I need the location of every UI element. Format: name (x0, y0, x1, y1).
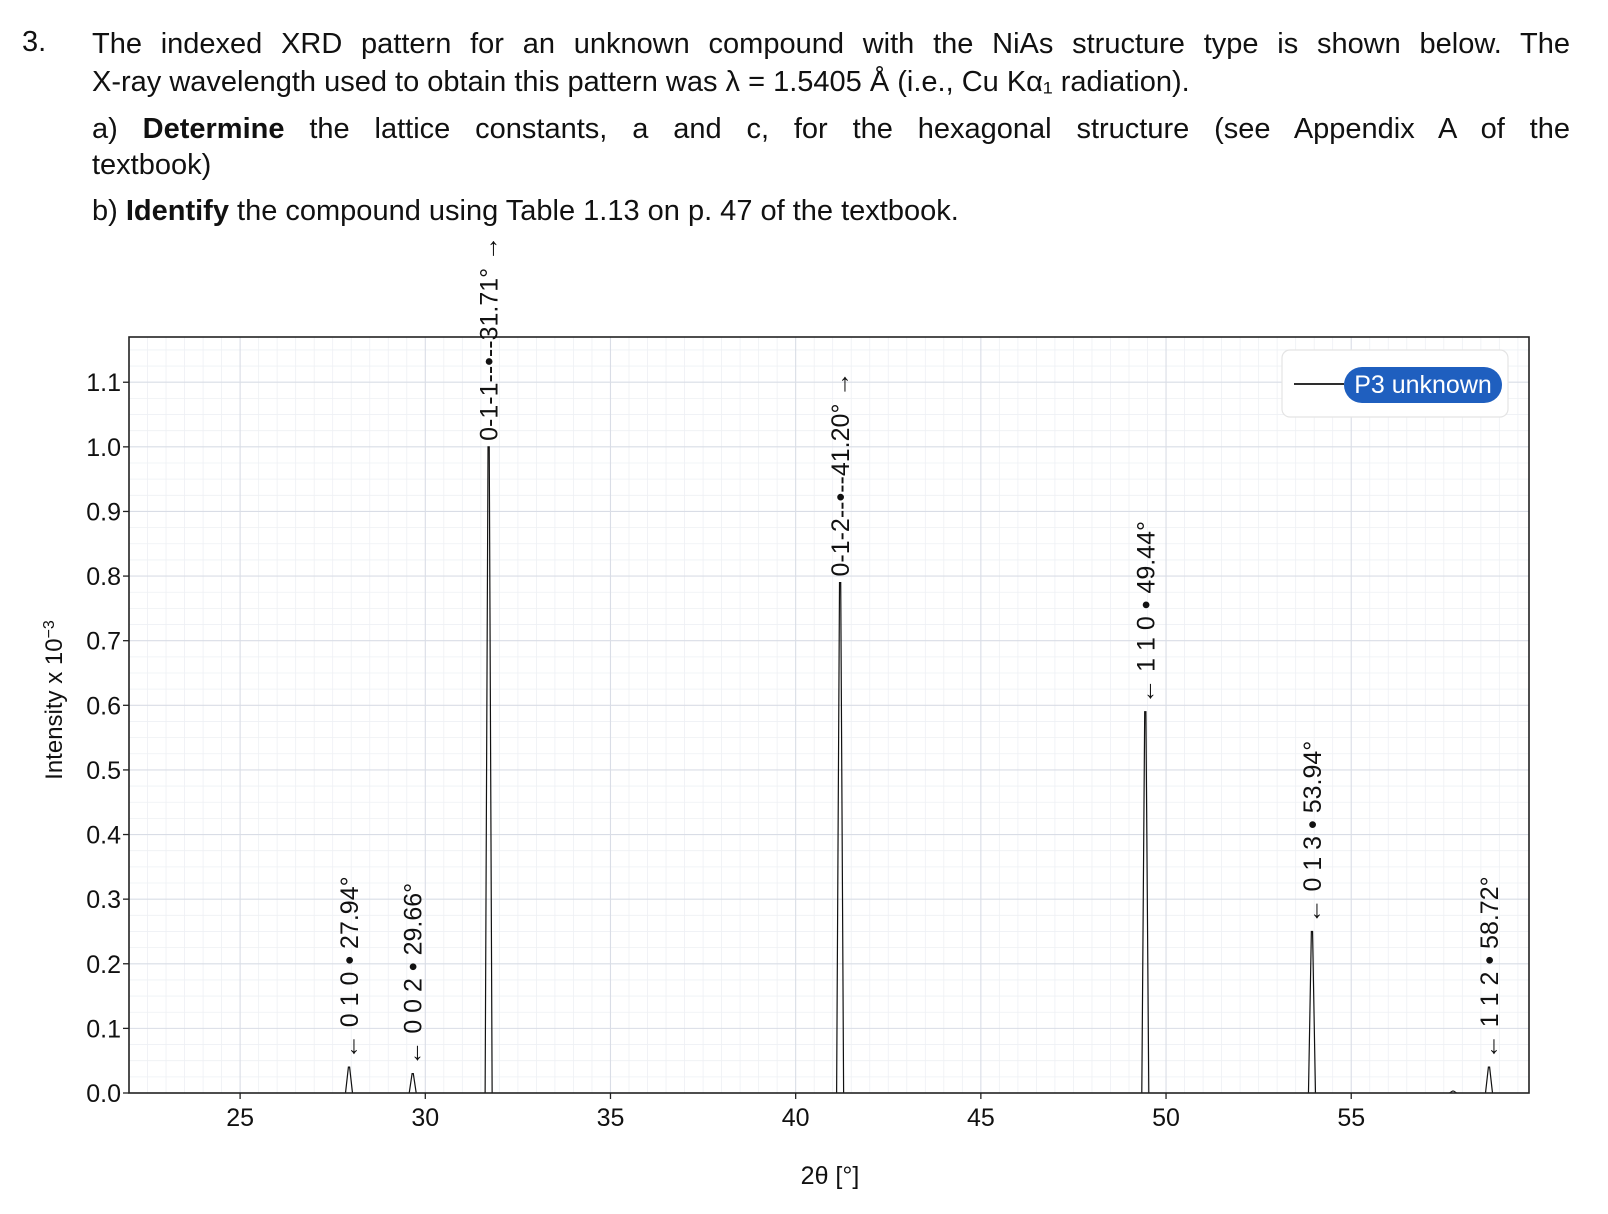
part-a-prefix: a) (92, 113, 143, 145)
y-axis-label-text: Intensity x 10 (41, 638, 68, 779)
x-tick-label: 45 (967, 1104, 995, 1132)
diffraction-peak (1484, 1066, 1494, 1094)
x-axis: 25 30 35 40 45 50 55 (226, 1093, 1365, 1132)
peak-label: 0-1-2--•--41.20° → (827, 372, 855, 577)
y-axis-label: Intensity x 10−3 (41, 620, 69, 780)
legend-label-pill (1344, 367, 1502, 403)
y-tick-label: 0.1 (86, 1015, 121, 1043)
y-tick-label: 0.2 (86, 951, 121, 979)
y-tick-label: 0.8 (86, 563, 121, 591)
peak-label: ← 0 0 2 • 29.66° (400, 883, 428, 1066)
diffraction-peak (1141, 711, 1150, 1094)
x-tick-label: 55 (1337, 1104, 1365, 1132)
y-tick-label: 0.0 (86, 1080, 121, 1108)
y-tick-label: 0.5 (86, 757, 121, 785)
y-tick-label: 0.4 (86, 822, 121, 850)
peak-series (344, 446, 1494, 1094)
x-tick-label: 30 (411, 1104, 439, 1132)
legend-label-p3-unknown: P3 unknown (1354, 371, 1492, 399)
part-b-text: the compound using Table 1.13 on p. 47 o… (228, 195, 959, 227)
x-tick-label: 35 (597, 1104, 625, 1132)
x-axis-label: 2θ [°] (801, 1162, 860, 1190)
peak-labels: ← 0 1 0 • 27.94° ← 0 0 2 • 29.66° 0-1-1--•… (336, 236, 1504, 1066)
question-number: 3. (22, 26, 47, 58)
y-tick-label: 0.6 (86, 692, 121, 720)
peak-label: ← 0 1 0 • 27.94° (336, 876, 364, 1059)
part-b-line: b) Identify the compound using Table 1.1… (92, 193, 959, 229)
y-tick-label: 0.9 (86, 498, 121, 526)
part-a-line-2: textbook) (92, 149, 212, 181)
legend: P3 unknown (1281, 349, 1509, 418)
part-b-prefix: b) (92, 195, 126, 227)
grid-minor (128, 337, 1529, 1093)
peak-label: 0-1-1--•--31.71° → (476, 236, 504, 441)
y-tick-label: 0.3 (86, 886, 121, 914)
y-axis: 0.0 0.1 0.2 0.3 0.4 0.5 0.6 0.7 0.8 0.9 1.0 1.1 (86, 369, 129, 1108)
x-tick-label: 50 (1152, 1104, 1180, 1132)
diffraction-peak (1307, 930, 1317, 1094)
part-a-line-1: a) Determine the lattice constants, a an… (92, 111, 1570, 147)
y-axis-label-exponent: −3 (41, 620, 58, 638)
part-b-keyword: Identify (125, 195, 229, 227)
diffraction-peak (344, 1066, 354, 1094)
peak-label: ← 1 1 2 • 58.72° (1476, 876, 1504, 1059)
peak-label: ← 0 1 3 • 53.94° (1299, 741, 1327, 924)
diffraction-peak (484, 446, 493, 1094)
part-a-keyword: Determine (142, 113, 285, 145)
x-tick-label: 25 (226, 1104, 254, 1132)
diffraction-peak (408, 1073, 417, 1094)
x-tick-label: 40 (782, 1104, 810, 1132)
y-tick-label: 1.0 (86, 434, 121, 462)
part-a-text: the lattice constants, a and c, for the … (284, 113, 1570, 145)
y-tick-label: 1.1 (86, 369, 121, 397)
grid-major (129, 337, 1529, 1094)
diffraction-peak (1449, 1090, 1457, 1094)
question-line-1: The indexed XRD pattern for an unknown c… (92, 28, 1570, 60)
y-tick-label: 0.7 (86, 628, 121, 656)
question-line-2: X-ray wavelength used to obtain this pat… (92, 66, 1190, 98)
plot-frame (128, 336, 1530, 1094)
diffraction-peak (836, 581, 845, 1094)
peak-label: ← 1 1 0 • 49.44° (1132, 521, 1160, 704)
